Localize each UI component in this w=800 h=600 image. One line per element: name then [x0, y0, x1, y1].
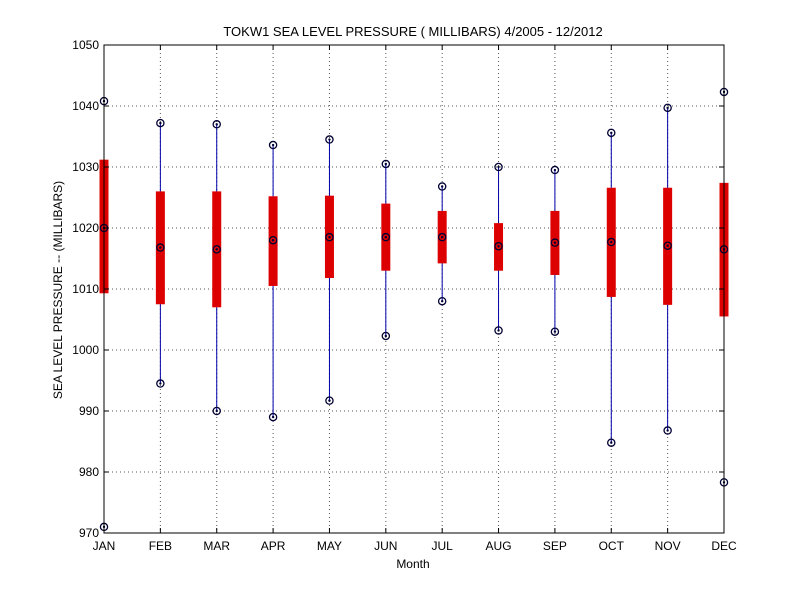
y-tick-label: 1020: [72, 221, 99, 235]
y-tick-label: 1040: [72, 99, 99, 113]
data-point-center: [271, 143, 275, 147]
axis-ticks: 970 980 990 1000 1010 1020 1030 1040 1050 JAN FEB M…: [72, 38, 737, 553]
data-point-center: [440, 235, 444, 239]
x-tick-label: JUN: [374, 539, 397, 553]
data-point-marker: [550, 165, 560, 175]
data-point-center: [553, 241, 557, 244]
data-point-center: [610, 131, 613, 135]
data-point-marker: [212, 120, 221, 129]
data-point-center: [271, 415, 275, 419]
data-point-center: [328, 138, 331, 141]
data-point-marker: [607, 128, 616, 138]
data-point-marker: [212, 406, 221, 416]
data-point-marker: [663, 241, 672, 250]
data-point-center: [215, 123, 218, 126]
data-point-center: [328, 399, 331, 402]
y-tick-label: 1030: [72, 160, 99, 174]
y-tick-label: 970: [79, 526, 99, 540]
plot-area: [99, 87, 729, 532]
data-point-marker: [156, 243, 165, 252]
data-point-center: [440, 185, 444, 188]
data-point-marker: [550, 238, 560, 247]
data-point-center: [666, 429, 669, 432]
data-point-center: [497, 165, 500, 169]
x-tick-label: FEB: [149, 539, 172, 553]
data-point-marker: [381, 331, 391, 341]
x-tick-label: MAR: [203, 539, 230, 553]
data-point-marker: [663, 426, 672, 435]
data-point-center: [440, 300, 444, 303]
data-point-marker: [212, 245, 221, 254]
x-tick-label: JUL: [432, 539, 454, 553]
data-point-center: [384, 334, 388, 338]
data-point-marker: [494, 162, 503, 172]
data-point-center: [497, 245, 500, 248]
data-point-marker: [607, 237, 616, 247]
grid: [104, 45, 724, 533]
data-point-center: [497, 329, 500, 332]
data-point-center: [666, 106, 669, 110]
data-point-marker: [325, 135, 334, 144]
data-point-center: [610, 441, 613, 444]
chart-title: TOKW1 SEA LEVEL PRESSURE ( MILLIBARS) 4/…: [223, 24, 602, 39]
x-tick-label: APR: [261, 539, 286, 553]
data-point-marker: [663, 103, 672, 113]
x-tick-label: OCT: [599, 539, 625, 553]
y-tick-label: 1000: [72, 343, 99, 357]
data-point-center: [553, 330, 557, 333]
y-tick-label: 990: [79, 404, 99, 418]
data-point-marker: [494, 242, 503, 251]
data-point-center: [159, 121, 162, 125]
data-point-marker: [494, 326, 503, 335]
x-tick-label: JAN: [93, 539, 116, 553]
data-point-center: [553, 168, 557, 172]
data-point-center: [328, 235, 331, 239]
x-axis-label: Month: [396, 557, 429, 571]
data-point-marker: [381, 159, 391, 169]
data-point-marker: [268, 140, 278, 150]
data-point-center: [159, 246, 162, 249]
data-point-marker: [325, 396, 334, 405]
x-tick-label: MAY: [317, 539, 342, 553]
data-point-center: [215, 409, 218, 413]
data-point-center: [215, 248, 218, 251]
data-point-center: [666, 244, 669, 247]
data-point-marker: [381, 232, 391, 242]
y-tick-label: 1050: [72, 38, 99, 52]
x-tick-label: AUG: [486, 539, 512, 553]
data-point-center: [384, 162, 388, 166]
data-point-marker: [156, 118, 165, 128]
data-point-center: [610, 240, 613, 244]
y-tick-label: 1010: [72, 282, 99, 296]
data-point-marker: [437, 182, 447, 191]
data-point-center: [159, 382, 162, 385]
data-point-marker: [437, 232, 447, 242]
data-point-marker: [156, 379, 165, 388]
data-point-marker: [550, 327, 560, 336]
data-point-center: [271, 239, 275, 242]
y-axis-label: SEA LEVEL PRESSURE -- (MILLIBARS): [51, 181, 65, 399]
data-point-marker: [437, 296, 447, 306]
x-tick-label: SEP: [543, 539, 567, 553]
data-point-marker: [325, 232, 334, 242]
y-tick-label: 980: [79, 465, 99, 479]
data-point-marker: [607, 438, 616, 447]
data-point-center: [384, 235, 388, 239]
data-point-marker: [268, 412, 278, 422]
x-tick-label: NOV: [655, 539, 681, 553]
x-tick-label: DEC: [711, 539, 737, 553]
data-point-marker: [268, 235, 278, 245]
